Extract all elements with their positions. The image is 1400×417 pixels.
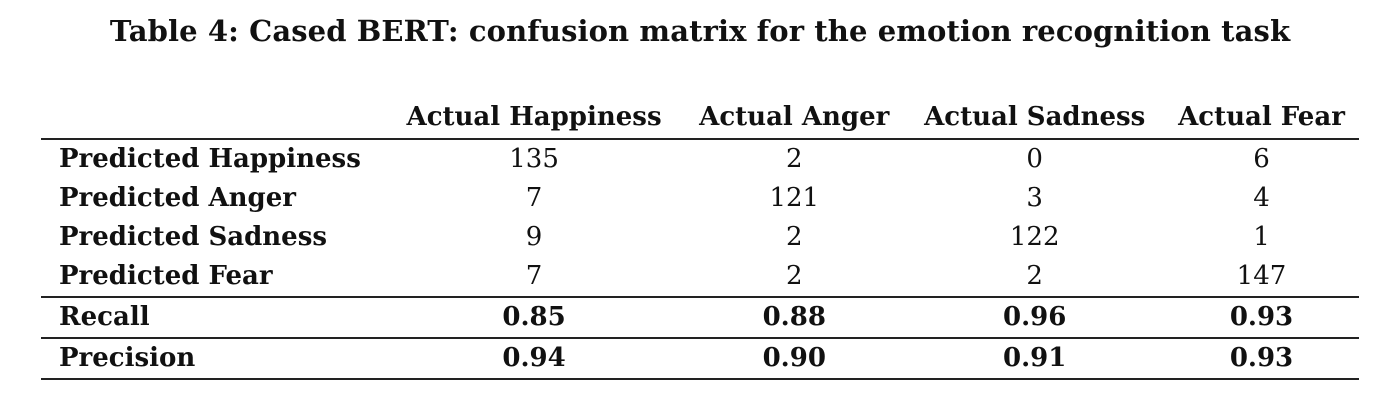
metric-cell: 0.94: [385, 337, 684, 380]
table-cell: 0: [1026, 144, 1043, 174]
column-header: Actual Happiness: [385, 96, 684, 140]
table-cell: 9: [525, 222, 543, 252]
metric-cell: 0.91: [905, 337, 1164, 380]
table-row: Predicted Fear 7 2 2 147: [41, 257, 1359, 297]
row-label: Recall: [41, 296, 385, 338]
header-row: Actual Happiness Actual Anger Actual Sad…: [41, 96, 1359, 140]
table-cell: 6: [1253, 144, 1270, 174]
row-label: Predicted Fear: [59, 261, 273, 291]
table-cell: 1: [1253, 222, 1270, 252]
table-row: Predicted Sadness 9 2 122 1: [41, 218, 1359, 257]
table-cell: 2: [785, 222, 803, 252]
corner-cell: [41, 96, 385, 140]
metric-cell: 0.93: [1163, 337, 1359, 380]
confusion-matrix-table: Actual Happiness Actual Anger Actual Sad…: [41, 96, 1359, 380]
table-cell: 2: [785, 144, 803, 174]
metric-cell: 0.96: [905, 296, 1164, 338]
table-cell: 135: [509, 144, 559, 174]
table-cell: 4: [1253, 183, 1270, 213]
metric-cell: 0.85: [385, 296, 684, 338]
table-cell: 7: [525, 261, 543, 291]
table-cell: 122: [1009, 222, 1060, 252]
precision-row: Precision 0.94 0.90 0.91 0.93: [41, 337, 1359, 380]
recall-row: Recall 0.85 0.88 0.96 0.93: [41, 296, 1359, 338]
column-header: Actual Anger: [683, 96, 906, 140]
row-label: Predicted Happiness: [59, 144, 361, 174]
metric-cell: 0.88: [683, 296, 906, 338]
metric-cell: 0.90: [683, 337, 906, 380]
table-cell: 7: [525, 183, 543, 213]
table-cell: 121: [769, 183, 820, 213]
table-cell: 3: [1026, 183, 1043, 213]
table-cell: 147: [1236, 261, 1287, 291]
table-row: Predicted Anger 7 121 3 4: [41, 179, 1359, 218]
column-header: Actual Sadness: [905, 96, 1164, 140]
table-row: Predicted Happiness 135 2 0 6: [41, 139, 1359, 179]
column-header: Actual Fear: [1163, 96, 1359, 140]
metric-cell: 0.93: [1163, 296, 1359, 338]
row-label: Predicted Sadness: [59, 222, 327, 252]
table-caption: Table 4: Cased BERT: confusion matrix fo…: [109, 14, 1291, 48]
row-label: Predicted Anger: [59, 183, 296, 213]
table-cell: 2: [785, 261, 803, 291]
table-cell: 2: [1026, 261, 1043, 291]
row-label: Precision: [41, 337, 385, 380]
